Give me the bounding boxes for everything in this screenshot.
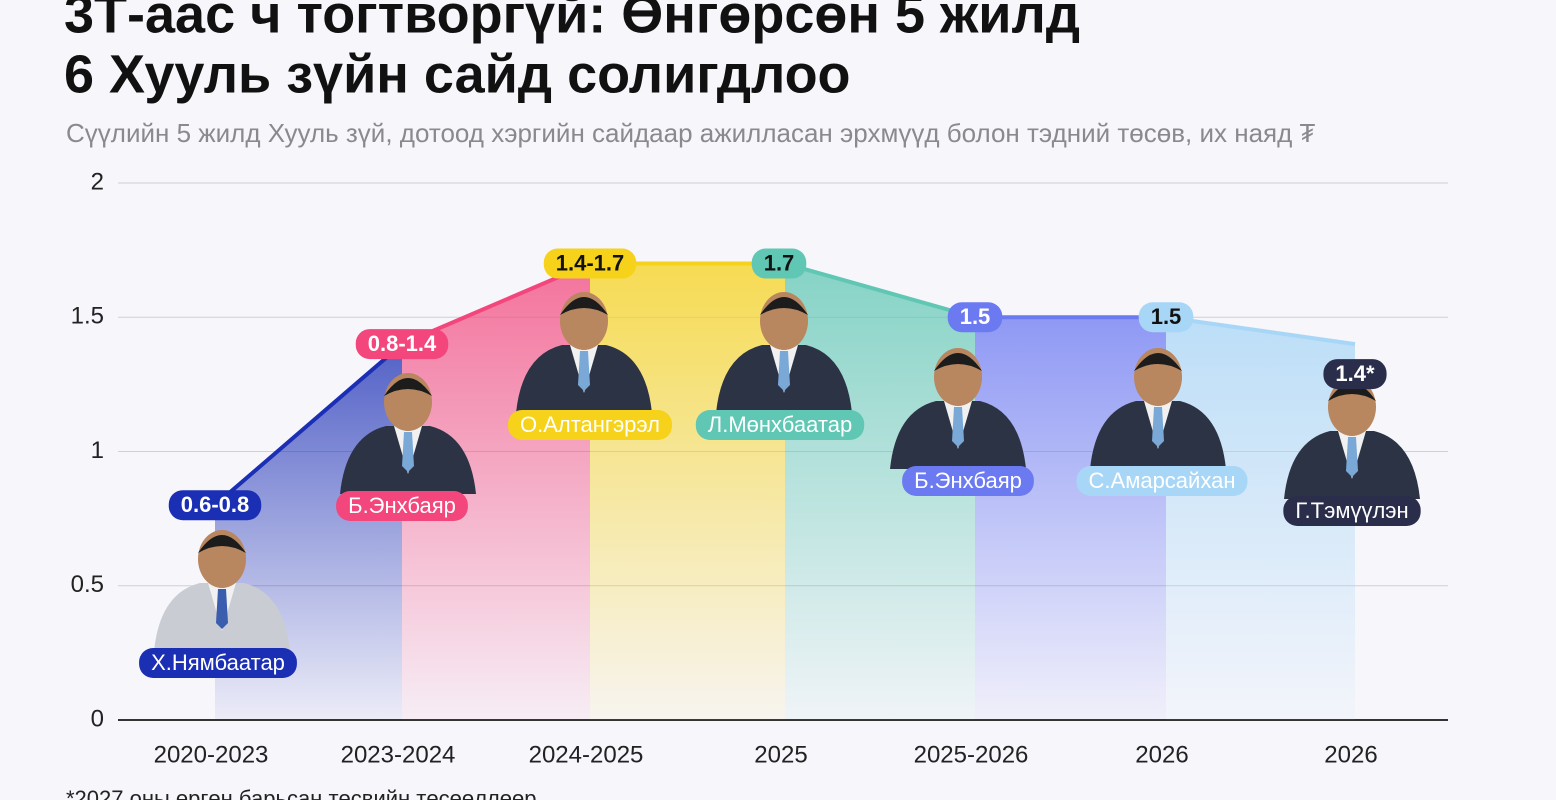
chart-title: 3Т-аас ч тогтворгүй: Өнгөрсөн 5 жилд xyxy=(64,0,1080,44)
value-label-bg xyxy=(168,490,262,521)
value-label-bg xyxy=(543,248,637,279)
portrait-tie xyxy=(216,589,228,629)
x-tick-label: 2025-2026 xyxy=(914,741,1029,768)
value-label-bg xyxy=(1323,359,1387,390)
portrait-tie xyxy=(1346,437,1358,477)
chart-title: 6 Хууль зүйн сайд солигдлоо xyxy=(64,44,851,104)
person-name: Б.Энхбаяр xyxy=(348,493,456,518)
portrait-tie xyxy=(402,432,414,472)
portrait-hair xyxy=(198,535,246,553)
value-label: 1.5 xyxy=(1151,304,1182,329)
value-label: 0.8-1.4 xyxy=(368,331,437,356)
x-tick-label: 2026 xyxy=(1324,741,1377,768)
area xyxy=(1166,317,1355,720)
line-segment xyxy=(213,342,404,507)
y-tick-label: 1.5 xyxy=(71,303,104,330)
footnote: *2027 оны өргөн барьсан төсвийн төсөөллө… xyxy=(66,786,536,800)
portrait xyxy=(154,530,290,651)
person-name-bg xyxy=(507,410,673,440)
value-label: 1.5 xyxy=(960,304,991,329)
value-label: 1.4-1.7 xyxy=(556,250,625,275)
person-name-bg xyxy=(902,466,1034,496)
portrait xyxy=(516,292,652,413)
person-name-bg xyxy=(695,410,865,440)
x-tick-label: 2026 xyxy=(1135,741,1188,768)
portrait-tie xyxy=(578,351,590,391)
portrait xyxy=(890,348,1026,469)
y-tick-label: 0 xyxy=(91,705,104,732)
person-name-bg xyxy=(336,491,468,521)
value-label-bg xyxy=(355,329,449,360)
portrait-hair xyxy=(1134,353,1182,371)
y-tick-label: 0.5 xyxy=(71,571,104,598)
line-segment xyxy=(784,261,976,320)
portrait-hair xyxy=(384,378,432,396)
y-tick-label: 2 xyxy=(91,168,104,195)
chart-subtitle: Сүүлийн 5 жилд Хууль зүй, дотоод хэргийн… xyxy=(66,118,1316,148)
person-name: Б.Энхбаяр xyxy=(914,468,1022,493)
person-name: О.Алтангэрэл xyxy=(520,412,660,437)
portrait-hair xyxy=(934,353,982,371)
value-label: 1.7 xyxy=(764,250,795,275)
x-tick-label: 2024-2025 xyxy=(529,741,644,768)
value-label-bg xyxy=(947,302,1003,333)
person-name: С.Амарсайхан xyxy=(1089,468,1236,493)
person-name: Х.Нямбаатар xyxy=(151,650,285,675)
portrait xyxy=(1090,348,1226,469)
value-label: 0.6-0.8 xyxy=(181,492,250,517)
person-name-bg xyxy=(1283,496,1421,526)
y-tick-label: 1 xyxy=(91,437,104,464)
value-label-bg xyxy=(751,248,807,279)
person-name-bg xyxy=(1076,466,1248,496)
value-label-bg xyxy=(1138,302,1194,333)
person-name-bg xyxy=(139,648,297,678)
portrait-tie xyxy=(952,407,964,447)
line-segment xyxy=(1165,315,1356,347)
portrait xyxy=(340,373,476,494)
portrait-hair xyxy=(760,297,808,315)
portrait-tie xyxy=(1152,407,1164,447)
portrait-tie xyxy=(778,351,790,391)
x-tick-label: 2020-2023 xyxy=(154,741,269,768)
value-label: 1.4* xyxy=(1335,361,1375,386)
person-name: Л.Мөнхбаатар xyxy=(708,412,852,437)
area xyxy=(590,263,785,720)
x-tick-label: 2025 xyxy=(754,741,807,768)
portrait xyxy=(716,292,852,413)
person-name: Г.Тэмүүлэн xyxy=(1295,498,1408,523)
x-tick-label: 2023-2024 xyxy=(341,741,456,768)
portrait-hair xyxy=(560,297,608,315)
